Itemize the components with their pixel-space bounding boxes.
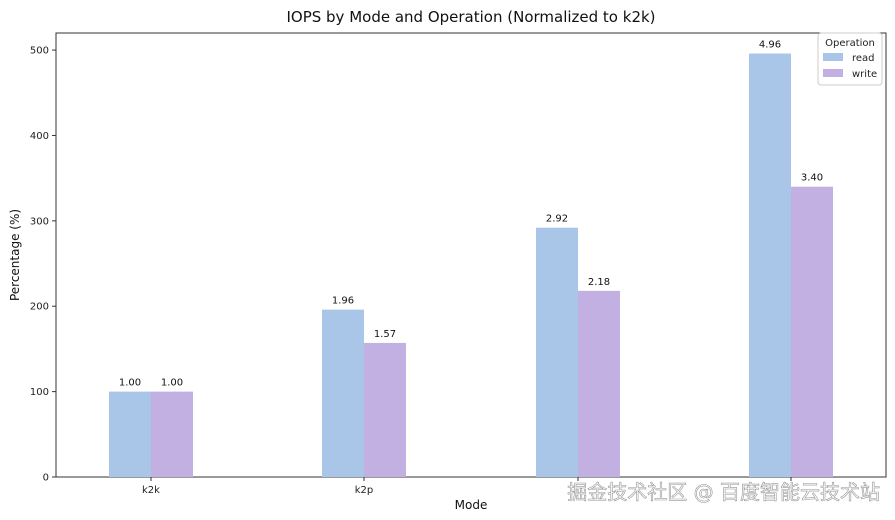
bar-read-2	[536, 227, 578, 477]
y-tick-label: 200	[30, 302, 49, 313]
bar-value-label: 1.00	[119, 378, 141, 389]
y-tick-label: 400	[30, 131, 49, 142]
x-tick-label: k2k	[142, 485, 160, 496]
x-axis: k2k k2p	[142, 477, 792, 496]
legend-swatch-write	[823, 69, 843, 77]
chart-title: IOPS by Mode and Operation (Normalized t…	[286, 8, 655, 26]
watermark: 掘金技术社区 @ 百度智能云技术站	[567, 480, 880, 504]
bar-value-label: 1.96	[332, 296, 354, 307]
y-tick-label: 0	[43, 473, 49, 484]
y-tick-label: 100	[30, 387, 49, 398]
legend: Operation read write	[817, 32, 883, 86]
plot-area	[55, 32, 887, 478]
bar-value-label: 1.57	[374, 329, 396, 340]
x-tick-label: k2p	[355, 485, 374, 496]
bar-value-label: 1.00	[161, 378, 183, 389]
bar-value-label: 3.40	[801, 173, 823, 184]
bar-write-1	[364, 342, 406, 477]
y-tick-label: 500	[30, 46, 49, 57]
y-tick-label: 300	[30, 216, 49, 227]
bar-write-2	[578, 290, 620, 477]
bar-write-0	[151, 391, 193, 477]
legend-label-write: write	[852, 69, 877, 80]
bar-read-1	[322, 309, 364, 477]
bar-read-0	[109, 391, 151, 477]
bar-value-label: 2.18	[588, 277, 610, 288]
bar-value-label: 4.96	[759, 39, 781, 50]
y-axis: 0 100 200 300 400 500	[30, 46, 56, 484]
legend-title: Operation	[825, 38, 875, 49]
bar-read-3	[749, 53, 791, 477]
legend-swatch-read	[823, 53, 843, 61]
legend-label-read: read	[852, 53, 875, 64]
bar-labels-group: 1.00 1.96 2.92 4.96 1.00 1.57 2.18 3.40	[119, 39, 823, 388]
x-axis-label: Mode	[455, 498, 488, 512]
bar-write-3	[791, 186, 833, 477]
y-axis-label: Percentage (%)	[8, 209, 22, 301]
bar-value-label: 2.92	[546, 214, 568, 225]
bars-group	[109, 53, 833, 477]
